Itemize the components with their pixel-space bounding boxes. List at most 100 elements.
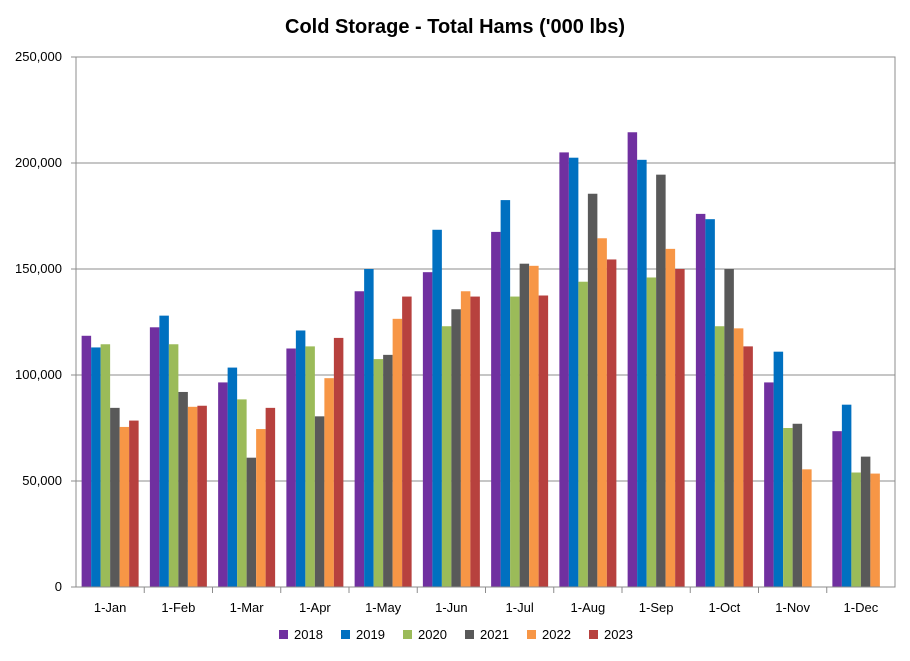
bar-2020-1-Dec	[851, 472, 861, 587]
x-tick-label: 1-Nov	[775, 600, 810, 615]
bar-2018-1-Jan	[81, 335, 92, 587]
legend-swatch-2022	[527, 630, 536, 639]
y-tick-label: 250,000	[15, 49, 62, 64]
bar-2023-1-Aug	[606, 259, 617, 587]
bar-2022-1-Jun	[460, 291, 471, 587]
legend-label: 2018	[294, 627, 323, 642]
bar-2023-1-Feb	[197, 405, 207, 587]
y-tick-label: 50,000	[22, 473, 62, 488]
bar-2023-1-Jul	[538, 295, 549, 587]
x-tick-label: 1-Mar	[230, 600, 265, 615]
bar-2020-1-Jan	[100, 344, 111, 587]
legend-swatch-2023	[589, 630, 598, 639]
chart-title: Cold Storage - Total Hams ('000 lbs)	[285, 16, 625, 38]
axes	[71, 56, 896, 593]
legend-swatch-2019	[341, 630, 350, 639]
bar-2022-1-Nov	[802, 469, 812, 587]
bar-2020-1-Jun	[441, 326, 452, 587]
x-tick-label: 1-Aug	[571, 600, 606, 615]
bar-2019-1-Sep	[637, 159, 647, 587]
y-tick-label: 150,000	[15, 261, 62, 276]
bars	[81, 132, 880, 588]
bar-2021-1-Feb	[178, 391, 188, 587]
legend-label: 2019	[356, 627, 385, 642]
bar-2018-1-Apr	[286, 348, 296, 587]
bar-2019-1-Aug	[568, 157, 579, 587]
bar-2022-1-May	[392, 318, 403, 587]
bar-2019-1-Oct	[705, 219, 715, 587]
bar-2021-1-Apr	[314, 416, 325, 587]
bar-2020-1-Aug	[578, 281, 588, 587]
bar-2022-1-Aug	[597, 238, 607, 587]
bar-2023-1-Oct	[743, 346, 753, 587]
bar-2018-1-Aug	[559, 152, 569, 587]
x-tick-label: 1-Jul	[506, 600, 534, 615]
legend-swatch-2020	[403, 630, 412, 639]
bar-2021-1-May	[383, 354, 393, 587]
bar-2020-1-Apr	[305, 346, 315, 587]
bar-2021-1-Dec	[860, 456, 871, 587]
bar-2018-1-Oct	[695, 213, 706, 587]
bar-2018-1-Mar	[218, 382, 228, 587]
bar-2019-1-Apr	[295, 330, 306, 587]
bar-2021-1-Sep	[656, 174, 666, 587]
x-axis-ticks: 1-Jan 1-Feb 1-Mar 1-Apr 1-May 1-Jun 1-Jul 1-Aug…	[94, 600, 879, 615]
bar-2023-1-Apr	[333, 337, 344, 587]
y-tick-label: 200,000	[15, 155, 62, 170]
legend-swatch-2021	[465, 630, 474, 639]
x-tick-label: 1-Feb	[161, 600, 195, 615]
bar-2020-1-Sep	[646, 277, 657, 587]
bar-2022-1-Dec	[870, 473, 880, 587]
bar-2018-1-Dec	[832, 431, 842, 587]
x-tick-label: 1-May	[365, 600, 402, 615]
legend-swatch-2018	[279, 630, 288, 639]
bar-2020-1-Oct	[714, 326, 725, 587]
bar-2019-1-May	[364, 269, 374, 587]
bar-2019-1-Dec	[841, 404, 852, 587]
bar-2020-1-Feb	[168, 344, 179, 587]
bar-2023-1-Sep	[675, 269, 685, 587]
x-tick-label: 1-Apr	[299, 600, 331, 615]
bar-2019-1-Jan	[91, 347, 101, 587]
x-tick-label: 1-Sep	[639, 600, 674, 615]
bar-2019-1-Jun	[432, 229, 442, 587]
x-tick-label: 1-Jun	[435, 600, 468, 615]
bar-2020-1-Mar	[237, 399, 247, 587]
bar-2023-1-Jan	[129, 420, 139, 587]
legend: 2018 2019 2020 2021 2022 2023	[279, 627, 633, 642]
x-tick-label: 1-Jan	[94, 600, 127, 615]
bar-2018-1-Jun	[422, 272, 433, 587]
bar-2020-1-May	[373, 359, 384, 587]
bar-2019-1-Jul	[500, 200, 511, 587]
x-tick-label: 1-Dec	[844, 600, 879, 615]
bar-2021-1-Oct	[724, 269, 734, 587]
bar-2020-1-Nov	[783, 428, 793, 587]
bar-2023-1-Jun	[470, 296, 480, 587]
bar-2018-1-Jul	[491, 231, 501, 587]
y-tick-label: 0	[55, 579, 62, 594]
bar-2021-1-Jun	[451, 309, 461, 587]
bar-2021-1-Nov	[792, 423, 803, 587]
bar-2018-1-Nov	[764, 382, 774, 587]
bar-2022-1-Feb	[187, 406, 198, 587]
bar-2022-1-Oct	[733, 328, 744, 587]
bar-2020-1-Jul	[510, 296, 520, 587]
legend-label: 2023	[604, 627, 633, 642]
legend-label: 2021	[480, 627, 509, 642]
bar-2023-1-May	[402, 296, 412, 587]
bar-2021-1-Jul	[519, 263, 530, 587]
bar-2018-1-Sep	[627, 132, 638, 587]
bar-2019-1-Mar	[227, 367, 238, 587]
bar-2022-1-Jul	[529, 265, 539, 587]
bar-2019-1-Nov	[773, 351, 784, 587]
y-tick-label: 100,000	[15, 367, 62, 382]
x-tick-label: 1-Oct	[708, 600, 740, 615]
bar-2022-1-Mar	[256, 429, 266, 587]
y-axis-ticks: 0 50,000 100,000 150,000 200,000 250,000	[15, 49, 62, 594]
bar-2022-1-Jan	[119, 426, 130, 587]
bar-2021-1-Jan	[110, 407, 120, 587]
legend-label: 2020	[418, 627, 447, 642]
bar-2018-1-Feb	[149, 327, 160, 587]
